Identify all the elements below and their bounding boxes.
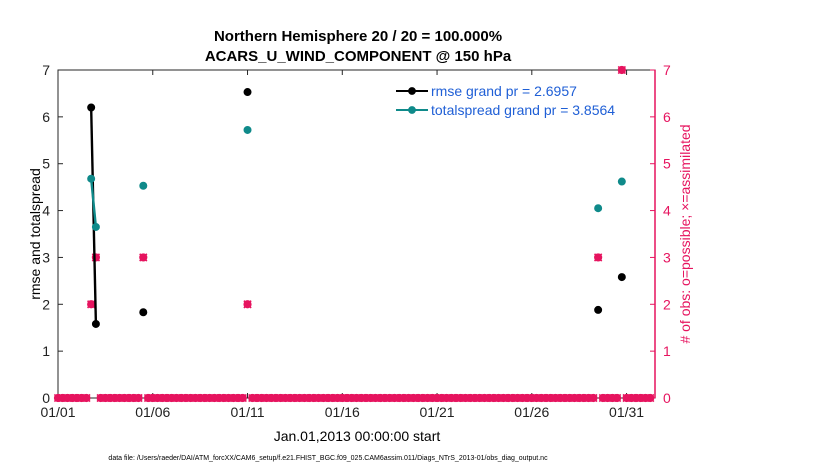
rmse-point xyxy=(139,308,148,317)
y-axis-right: 0 1 2 3 4 5 6 7 xyxy=(650,62,671,406)
spread-point xyxy=(91,222,100,231)
obs-assimilated-stroke xyxy=(589,393,598,403)
obs-assimilated-point xyxy=(646,393,655,403)
obs-assimilated-point xyxy=(238,393,247,403)
x-tick-label: 01/31 xyxy=(609,404,644,420)
y-left-tick-label: 3 xyxy=(42,249,50,265)
obs-assimilated-stroke xyxy=(593,253,603,262)
obs-assimilated-stroke xyxy=(134,393,143,403)
obs-assimilated-point xyxy=(617,65,626,75)
data-series xyxy=(87,88,626,328)
rmse-point xyxy=(87,103,96,112)
y-right-tick-label: 4 xyxy=(663,203,671,219)
spread-point xyxy=(243,125,252,134)
obs-assimilated-point xyxy=(243,300,252,309)
obs-count-series xyxy=(53,65,655,403)
obs-assimilated-stroke xyxy=(139,253,148,262)
spread-point xyxy=(594,204,603,213)
spread-point xyxy=(617,177,626,186)
y-right-tick-label: 0 xyxy=(663,390,671,406)
obs-assimilated-point xyxy=(87,300,96,309)
plot-area xyxy=(57,69,656,399)
y-axis-left: 0 1 2 3 4 5 6 7 xyxy=(42,62,63,406)
x-axis: 01/01 01/06 01/11 01/16 01/21 01/26 01/31 xyxy=(40,70,644,420)
obs-assimilated-point xyxy=(612,393,622,403)
y-right-tick-label: 5 xyxy=(663,156,671,172)
obs-assimilated-stroke xyxy=(82,393,91,403)
y-left-tick-label: 0 xyxy=(42,390,50,406)
obs-assimilated-point xyxy=(139,253,148,262)
rmse-point xyxy=(243,88,252,97)
obs-assimilated-stroke xyxy=(617,65,626,75)
obs-assimilated-stroke xyxy=(87,300,96,309)
y-right-tick-label: 3 xyxy=(663,249,671,265)
y-left-tick-label: 7 xyxy=(42,62,50,78)
obs-assimilated-point xyxy=(589,393,598,403)
y-right-tick-label: 7 xyxy=(663,62,671,78)
x-tick-label: 01/06 xyxy=(135,404,170,420)
rmse-point xyxy=(91,319,100,328)
y-axis-right-label: # of obs: o=possible; ×=assimilated xyxy=(677,124,693,343)
chart-title-line1: Northern Hemisphere 20 / 20 = 100.000% xyxy=(214,28,502,45)
legend-rmse-marker xyxy=(408,87,416,95)
rmse-line-segment xyxy=(89,107,98,324)
x-tick-label: 01/16 xyxy=(325,404,360,420)
y-right-tick-label: 1 xyxy=(663,343,671,359)
y-left-tick-label: 4 xyxy=(42,203,50,219)
legend: rmse grand pr = 2.6957 totalspread grand… xyxy=(396,83,615,118)
x-tick-label: 01/01 xyxy=(40,404,75,420)
obs-assimilated-stroke xyxy=(612,393,622,403)
legend-rmse-label: rmse grand pr = 2.6957 xyxy=(431,83,577,99)
y-axis-left-label: rmse and totalspread xyxy=(27,168,43,300)
y-left-tick-label: 6 xyxy=(42,109,50,125)
spread-point xyxy=(139,181,148,190)
obs-assimilated-point xyxy=(82,393,91,403)
x-axis-label: Jan.01,2013 00:00:00 start xyxy=(274,428,441,444)
x-tick-label: 01/26 xyxy=(514,404,549,420)
legend-spread-label: totalspread grand pr = 3.8564 xyxy=(431,102,615,118)
rmse-point xyxy=(617,273,626,282)
data-file-footnote: data file: /Users/raeder/DAI/ATM_forcXX/… xyxy=(108,455,548,462)
spread-point xyxy=(87,174,96,183)
y-right-tick-label: 2 xyxy=(663,296,671,312)
x-tick-label: 01/21 xyxy=(420,404,455,420)
spread-line-segment xyxy=(89,178,98,228)
obs-assimilated-stroke xyxy=(243,300,252,309)
obs-assimilated-point xyxy=(593,253,603,262)
legend-spread-marker xyxy=(408,106,416,114)
y-left-tick-label: 1 xyxy=(42,343,50,359)
obs-assimilated-stroke xyxy=(238,393,247,403)
obs-assimilated-point xyxy=(134,393,143,403)
y-left-tick-label: 2 xyxy=(42,296,50,312)
y-right-tick-label: 6 xyxy=(663,109,671,125)
chart-title-line2: ACARS_U_WIND_COMPONENT @ 150 hPa xyxy=(205,48,512,65)
rmse-point xyxy=(594,305,603,314)
x-tick-label: 01/11 xyxy=(231,404,265,420)
obs-assimilated-stroke xyxy=(646,393,655,403)
y-left-tick-label: 5 xyxy=(42,156,50,172)
